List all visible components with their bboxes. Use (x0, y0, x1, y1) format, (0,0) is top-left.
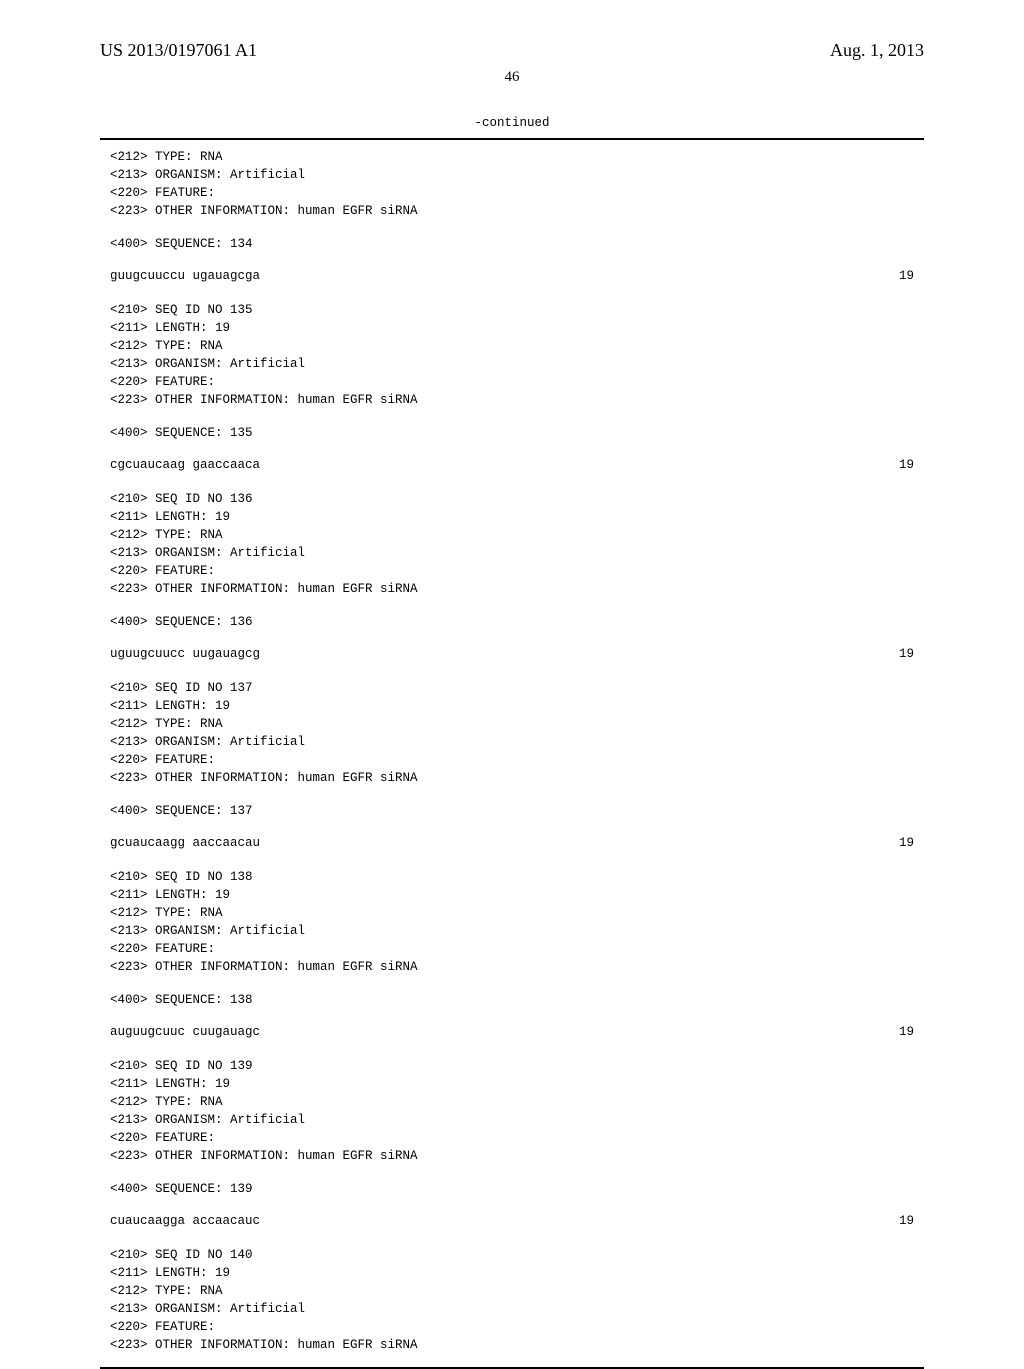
seq-header: <400> SEQUENCE: 138 (110, 991, 914, 1009)
seq-line: guugcuuccu ugauagcga 19 (110, 267, 914, 285)
seq-text: uguugcuucc uugauagcg (110, 645, 260, 663)
header-right: Aug. 1, 2013 (830, 40, 924, 61)
meta-line: <212> TYPE: RNA (110, 1093, 914, 1111)
meta-line: <220> FEATURE: (110, 1318, 914, 1336)
meta-line: <223> OTHER INFORMATION: human EGFR siRN… (110, 1336, 914, 1354)
seq-block: <210> SEQ ID NO 139 <211> LENGTH: 19 <21… (110, 1057, 914, 1230)
seq-header: <400> SEQUENCE: 137 (110, 802, 914, 820)
meta-line: <210> SEQ ID NO 135 (110, 301, 914, 319)
meta-line: <223> OTHER INFORMATION: human EGFR siRN… (110, 580, 914, 598)
meta-line: <223> OTHER INFORMATION: human EGFR siRN… (110, 1147, 914, 1165)
page-container: US 2013/0197061 A1 Aug. 1, 2013 46 -cont… (0, 0, 1024, 1320)
meta-line: <210> SEQ ID NO 137 (110, 679, 914, 697)
seq-line: cuaucaagga accaacauc 19 (110, 1212, 914, 1230)
seq-num: 19 (899, 1023, 914, 1041)
meta-line: <212> TYPE: RNA (110, 148, 914, 166)
meta-line: <213> ORGANISM: Artificial (110, 922, 914, 940)
seq-num: 19 (899, 267, 914, 285)
meta-line: <213> ORGANISM: Artificial (110, 733, 914, 751)
seq-num: 19 (899, 834, 914, 852)
continued-label: -continued (100, 116, 924, 130)
meta-line: <212> TYPE: RNA (110, 526, 914, 544)
meta-line: <213> ORGANISM: Artificial (110, 166, 914, 184)
seq-line: gcuaucaagg aaccaacau 19 (110, 834, 914, 852)
seq-block: <210> SEQ ID NO 136 <211> LENGTH: 19 <21… (110, 490, 914, 663)
meta-line: <220> FEATURE: (110, 562, 914, 580)
seq-num: 19 (899, 1212, 914, 1230)
seq-block: <212> TYPE: RNA <213> ORGANISM: Artifici… (110, 148, 914, 285)
seq-num: 19 (899, 645, 914, 663)
seq-line: cgcuaucaag gaaccaaca 19 (110, 456, 914, 474)
meta-line: <223> OTHER INFORMATION: human EGFR siRN… (110, 769, 914, 787)
seq-block: <210> SEQ ID NO 140 <211> LENGTH: 19 <21… (110, 1246, 914, 1355)
seq-header: <400> SEQUENCE: 139 (110, 1180, 914, 1198)
meta-line: <220> FEATURE: (110, 184, 914, 202)
seq-header: <400> SEQUENCE: 135 (110, 424, 914, 442)
meta-line: <220> FEATURE: (110, 373, 914, 391)
meta-line: <213> ORGANISM: Artificial (110, 355, 914, 373)
meta-line: <223> OTHER INFORMATION: human EGFR siRN… (110, 391, 914, 409)
meta-line: <212> TYPE: RNA (110, 904, 914, 922)
seq-text: gcuaucaagg aaccaacau (110, 834, 260, 852)
seq-header: <400> SEQUENCE: 134 (110, 235, 914, 253)
seq-header: <400> SEQUENCE: 136 (110, 613, 914, 631)
meta-line: <210> SEQ ID NO 136 (110, 490, 914, 508)
meta-line: <212> TYPE: RNA (110, 1282, 914, 1300)
meta-line: <211> LENGTH: 19 (110, 1264, 914, 1282)
page-header: US 2013/0197061 A1 Aug. 1, 2013 (100, 40, 924, 61)
meta-line: <211> LENGTH: 19 (110, 886, 914, 904)
seq-text: auguugcuuc cuugauagc (110, 1023, 260, 1041)
header-left: US 2013/0197061 A1 (100, 40, 257, 61)
seq-text: guugcuuccu ugauagcga (110, 267, 260, 285)
seq-text: cuaucaagga accaacauc (110, 1212, 260, 1230)
seq-line: uguugcuucc uugauagcg 19 (110, 645, 914, 663)
seq-text: cgcuaucaag gaaccaaca (110, 456, 260, 474)
meta-line: <220> FEATURE: (110, 751, 914, 769)
meta-line: <223> OTHER INFORMATION: human EGFR siRN… (110, 958, 914, 976)
meta-line: <211> LENGTH: 19 (110, 508, 914, 526)
page-number: 46 (100, 69, 924, 86)
meta-line: <212> TYPE: RNA (110, 337, 914, 355)
meta-line: <223> OTHER INFORMATION: human EGFR siRN… (110, 202, 914, 220)
seq-line: auguugcuuc cuugauagc 19 (110, 1023, 914, 1041)
meta-line: <211> LENGTH: 19 (110, 319, 914, 337)
meta-line: <213> ORGANISM: Artificial (110, 1111, 914, 1129)
meta-line: <211> LENGTH: 19 (110, 1075, 914, 1093)
sequence-listing: <212> TYPE: RNA <213> ORGANISM: Artifici… (100, 138, 924, 1369)
meta-line: <210> SEQ ID NO 138 (110, 868, 914, 886)
meta-line: <213> ORGANISM: Artificial (110, 544, 914, 562)
seq-num: 19 (899, 456, 914, 474)
seq-block: <210> SEQ ID NO 137 <211> LENGTH: 19 <21… (110, 679, 914, 852)
seq-block: <210> SEQ ID NO 135 <211> LENGTH: 19 <21… (110, 301, 914, 474)
meta-line: <213> ORGANISM: Artificial (110, 1300, 914, 1318)
meta-line: <212> TYPE: RNA (110, 715, 914, 733)
meta-line: <220> FEATURE: (110, 940, 914, 958)
seq-block: <210> SEQ ID NO 138 <211> LENGTH: 19 <21… (110, 868, 914, 1041)
meta-line: <211> LENGTH: 19 (110, 697, 914, 715)
meta-line: <220> FEATURE: (110, 1129, 914, 1147)
meta-line: <210> SEQ ID NO 139 (110, 1057, 914, 1075)
meta-line: <210> SEQ ID NO 140 (110, 1246, 914, 1264)
